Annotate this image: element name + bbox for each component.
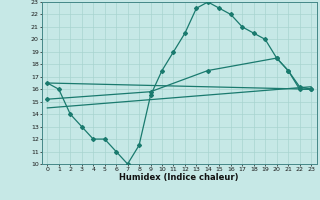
X-axis label: Humidex (Indice chaleur): Humidex (Indice chaleur) xyxy=(119,173,239,182)
